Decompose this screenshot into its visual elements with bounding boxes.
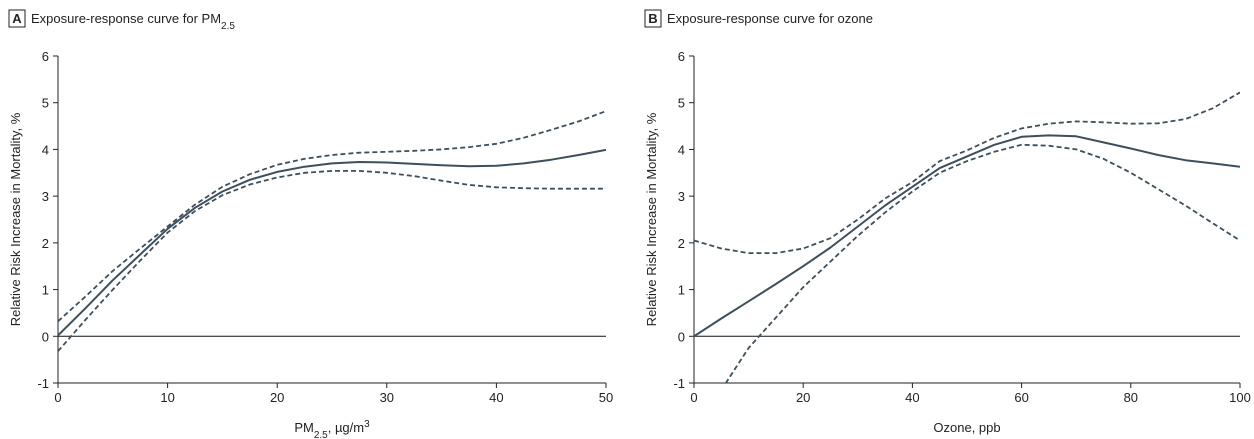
text-part: PM: [294, 420, 314, 435]
y-axis-label: Relative Risk Increase in Mortality, %: [8, 112, 23, 326]
series-line: [58, 148, 606, 337]
plot-area: [694, 91, 1240, 383]
y-tick-label: -1: [37, 376, 49, 391]
series-line: [58, 170, 606, 352]
series-line: [694, 91, 1240, 254]
panel-box: [8, 9, 26, 28]
plot-area: [58, 110, 606, 352]
x-tick-label: 40: [489, 390, 503, 405]
y-tick-label: 2: [678, 236, 685, 251]
y-tick-label: 2: [42, 236, 49, 251]
x-axis-label: Ozone, ppb: [933, 420, 1000, 435]
text-part: , µg/m: [328, 420, 364, 435]
y-tick-label: 5: [678, 96, 685, 111]
x-tick-label: 100: [1229, 390, 1251, 405]
text-part: 2.5: [314, 430, 328, 439]
x-tick-label: 0: [690, 390, 697, 405]
y-tick-label: -1: [673, 376, 685, 391]
text-part: Exposure-response curve for ozone: [667, 11, 873, 26]
text-part: Ozone, ppb: [933, 420, 1000, 435]
series-line: [58, 110, 606, 322]
x-tick-label: 60: [1014, 390, 1028, 405]
text-part: 3: [364, 419, 370, 430]
y-tick-label: 1: [678, 283, 685, 298]
x-axis-label: PM2.5, µg/m3: [294, 419, 370, 439]
y-tick-label: 3: [42, 189, 49, 204]
panel-label: A: [12, 11, 22, 26]
y-tick-label: 6: [678, 49, 685, 64]
x-tick-label: 40: [905, 390, 919, 405]
x-tick-label: 80: [1124, 390, 1138, 405]
y-axis-label: Relative Risk Increase in Mortality, %: [644, 112, 659, 326]
x-tick-label: 0: [54, 390, 61, 405]
text-part: Exposure-response curve for PM: [31, 11, 221, 26]
series-line: [724, 143, 1240, 383]
series-line: [694, 134, 1240, 338]
chart-title: Exposure-response curve for PM2.5: [31, 11, 235, 32]
panel-box: [644, 9, 662, 28]
y-tick-label: 0: [678, 329, 685, 344]
y-tick-label: 1: [42, 283, 49, 298]
x-tick-label: 20: [270, 390, 284, 405]
x-tick-label: 50: [599, 390, 613, 405]
y-tick-label: 5: [42, 96, 49, 111]
y-tick-label: 4: [678, 142, 685, 157]
y-tick-label: 6: [42, 49, 49, 64]
x-tick-label: 10: [160, 390, 174, 405]
x-tick-label: 20: [796, 390, 810, 405]
y-tick-label: 0: [42, 329, 49, 344]
y-tick-label: 3: [678, 189, 685, 204]
text-part: 2.5: [221, 21, 235, 32]
y-tick-label: 4: [42, 142, 49, 157]
panel-label: B: [648, 11, 657, 26]
chart-title: Exposure-response curve for ozone: [667, 11, 873, 26]
x-tick-label: 30: [380, 390, 394, 405]
